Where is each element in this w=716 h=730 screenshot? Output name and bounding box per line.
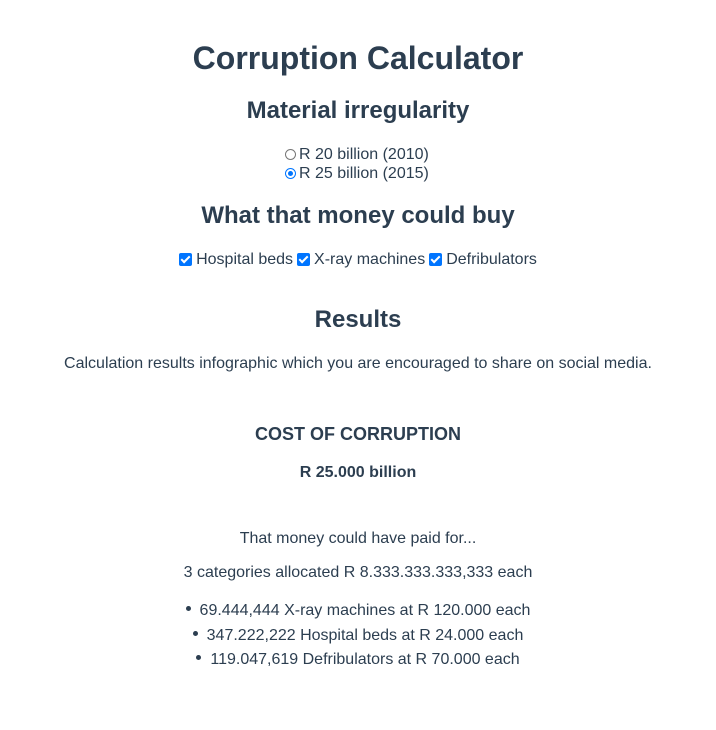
results-description: Calculation results infographic which yo… bbox=[64, 355, 652, 372]
checkbox-defribulators[interactable] bbox=[429, 253, 443, 266]
list-item: 69.444,444 X-ray machines at R 120.000 e… bbox=[0, 599, 716, 624]
bullet-icon bbox=[185, 606, 191, 612]
list-item-text: 119.047,619 Defribulators at R 70.000 ea… bbox=[210, 651, 520, 668]
radio-option-2010[interactable]: R 20 billion (2010) bbox=[0, 145, 716, 164]
list-item-text: 69.444,444 X-ray machines at R 120.000 e… bbox=[199, 602, 531, 619]
page-title: Corruption Calculator bbox=[192, 40, 524, 76]
list-item-text: 347.222,222 Hospital beds at R 24.000 ea… bbox=[206, 626, 524, 644]
results-heading: Results bbox=[314, 306, 402, 333]
radio-label-2010[interactable]: R 20 billion (2010) bbox=[299, 146, 429, 163]
radio-button-2015[interactable] bbox=[285, 168, 296, 179]
checkbox-label-defribulators[interactable]: Defribulators bbox=[446, 251, 537, 268]
irregularity-radio-group: R 20 billion (2010) R 25 billion (2015) bbox=[0, 145, 716, 183]
checkbox-option-defribulators[interactable]: Defribulators bbox=[429, 250, 537, 269]
checkbox-label-xray-machines[interactable]: X-ray machines bbox=[314, 251, 426, 268]
list-item: 347.222,222 Hospital beds at R 24.000 ea… bbox=[0, 624, 716, 649]
checkbox-hospital-beds[interactable] bbox=[179, 253, 193, 266]
list-item: 119.047,619 Defribulators at R 70.000 ea… bbox=[0, 648, 716, 673]
buy-heading: What that money could buy bbox=[201, 202, 515, 229]
checkbox-label-hospital-beds[interactable]: Hospital beds bbox=[196, 251, 294, 268]
bullet-icon bbox=[192, 630, 198, 636]
irregularity-heading: Material irregularity bbox=[246, 97, 470, 124]
bullet-icon bbox=[196, 655, 202, 661]
checkbox-xray-machines[interactable] bbox=[297, 253, 311, 266]
cost-value: R 25.000 billion bbox=[299, 464, 417, 481]
cost-title: COST OF CORRUPTION bbox=[255, 424, 461, 444]
buy-checkbox-group: Hospital beds X-ray machines Defribulato… bbox=[0, 250, 716, 269]
checkbox-option-hospital-beds[interactable]: Hospital beds bbox=[179, 250, 293, 269]
checkbox-option-xray-machines[interactable]: X-ray machines bbox=[297, 250, 425, 269]
radio-option-2015[interactable]: R 25 billion (2015) bbox=[0, 164, 716, 183]
radio-button-2010[interactable] bbox=[285, 149, 296, 160]
could-have-paid-text: That money could have paid for... bbox=[239, 530, 477, 547]
results-list: 69.444,444 X-ray machines at R 120.000 e… bbox=[0, 599, 716, 673]
radio-label-2015[interactable]: R 25 billion (2015) bbox=[299, 165, 429, 182]
allocation-text: 3 categories allocated R 8.333.333.333,3… bbox=[183, 564, 533, 581]
